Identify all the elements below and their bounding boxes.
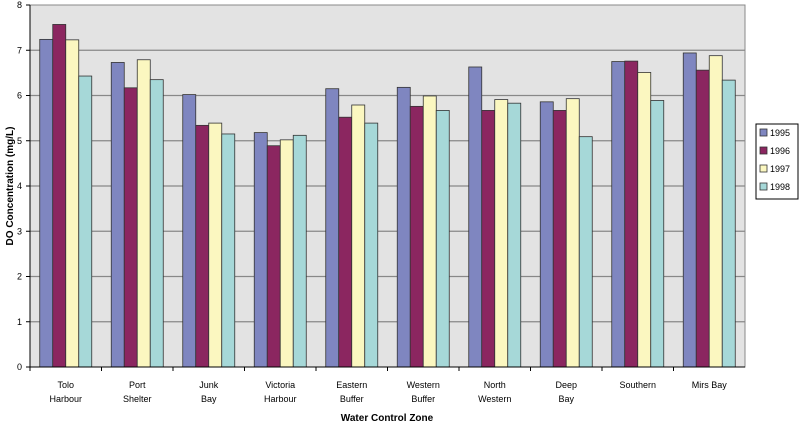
y-tick-label: 4 [17,181,22,191]
y-tick-label: 7 [17,45,22,55]
x-tick-label: Junk [199,380,219,390]
y-tick-label: 3 [17,226,22,236]
legend-swatch [759,164,768,173]
bar-1997 [708,55,723,368]
bar-1995 [325,88,340,368]
bar-1998 [578,136,593,368]
bar-1995 [539,101,554,368]
legend-label: 1997 [770,164,790,174]
x-tick-label: Port [129,380,146,390]
bar-1997 [208,122,223,368]
bar-1998 [650,100,665,368]
x-tick-label: Southern [619,380,656,390]
x-tick-label: Deep [555,380,577,390]
legend-swatch [759,146,768,155]
bar-1995 [468,66,483,368]
legend-label: 1998 [770,182,790,192]
y-tick-label: 8 [17,0,22,10]
x-tick-label: Harbour [264,394,297,404]
bar-1998 [364,122,379,368]
bar-1996 [624,60,639,368]
x-tick-label: Tolo [57,380,74,390]
bar-1996 [481,110,496,368]
x-axis-title: Water Control Zone [341,413,434,424]
bar-1998 [435,110,450,368]
legend-label: 1995 [770,128,790,138]
y-tick-label: 0 [17,362,22,372]
bar-1996 [409,105,424,368]
bar-1995 [39,38,54,368]
x-tick-label: Shelter [123,394,152,404]
bar-1998 [149,79,164,368]
bar-1998 [292,134,307,368]
bar-1998 [507,102,522,368]
bar-1995 [396,86,411,368]
bar-1997 [351,104,366,368]
bar-1995 [253,132,268,368]
y-tick-label: 1 [17,317,22,327]
x-tick-label: Western [478,394,511,404]
legend-swatch [759,128,768,137]
x-tick-label: Harbour [49,394,82,404]
y-tick-label: 2 [17,272,22,282]
y-tick-label: 5 [17,136,22,146]
bar-1998 [221,133,236,368]
bar-1996 [52,24,67,368]
bar-1997 [65,39,80,368]
bar-1995 [682,52,697,368]
x-tick-label: Mirs Bay [692,380,728,390]
bar-1998 [78,75,93,368]
x-tick-label: North [484,380,506,390]
bar-1997 [422,95,437,368]
bar-1997 [494,99,509,368]
bar-1997 [279,139,294,368]
x-tick-label: Bay [201,394,217,404]
legend-swatch [759,182,768,191]
bar-1996 [338,116,353,368]
bar-1997 [565,98,580,368]
bar-1996 [266,145,281,368]
bar-1996 [695,69,710,368]
bar-1998 [721,79,736,368]
x-tick-label: Bay [558,394,574,404]
x-tick-label: Buffer [340,394,364,404]
bar-1995 [110,62,125,368]
legend-label: 1996 [770,146,790,156]
bar-1995 [182,94,197,368]
x-tick-label: Eastern [336,380,367,390]
x-tick-label: Victoria [265,380,295,390]
bar-1996 [552,110,567,368]
x-tick-label: Buffer [411,394,435,404]
y-axis-title: DO Concentration (mg/L) [5,127,16,246]
legend: 1995 1996 1997 1998 [755,123,799,200]
y-tick-label: 6 [17,91,22,101]
bar-1997 [637,72,652,368]
x-tick-label: Western [407,380,440,390]
bar-1995 [611,61,626,368]
bar-1996 [195,124,210,368]
bar-1997 [136,59,151,368]
bar-1996 [123,87,138,368]
